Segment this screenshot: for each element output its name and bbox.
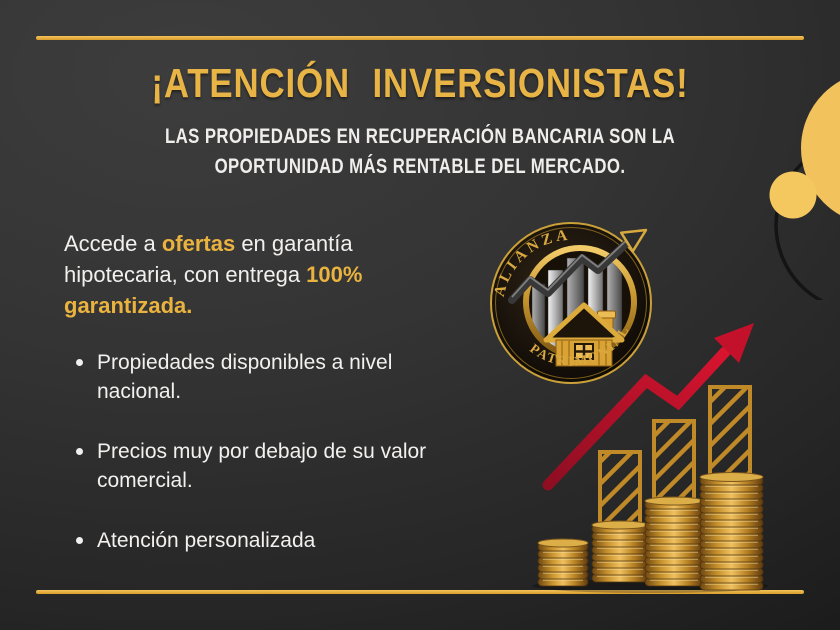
top-divider-line	[36, 36, 804, 40]
gold-highlight-garantizada: garantizada.	[64, 293, 193, 318]
red-growth-arrow-icon	[542, 323, 754, 491]
page-title: ¡ATENCIÓN INVERSIONISTAS!	[151, 60, 689, 106]
list-item: Precios muy por debajo de su valor comer…	[76, 437, 456, 495]
decor-ring-outline	[774, 140, 840, 300]
gold-highlight-ofertas: ofertas	[161, 231, 236, 256]
bullet-dot-icon	[76, 448, 83, 455]
page-subtitle: LAS PROPIEDADES EN RECUPERACIÓN BANCARIA…	[84, 122, 756, 182]
alianza-patrimonial-logo: ALIANZA PATRIMONIAL	[490, 222, 652, 384]
list-item-text: Precios muy por debajo de su valor comer…	[97, 440, 427, 492]
list-item-text: Propiedades disponibles a nivel nacional…	[97, 351, 393, 403]
intro-text: en garantía hipotecaria, con entrega	[64, 231, 353, 287]
coin-stack	[699, 472, 764, 591]
bullet-dot-icon	[76, 359, 83, 366]
gold-highlight-100: 100%	[306, 262, 363, 287]
coin-stack	[644, 496, 704, 587]
growth-arrow-icon	[508, 228, 648, 304]
corner-decoration	[769, 81, 840, 300]
coin-stack	[591, 520, 649, 583]
bullet-dot-icon	[76, 537, 83, 544]
growth-chart-graphic	[532, 323, 768, 593]
house-icon	[543, 302, 625, 367]
subtitle-line-2: OPORTUNIDAD MÁS RENTABLE DEL MERCADO.	[214, 155, 626, 178]
subtitle-line-1: LAS PROPIEDADES EN RECUPERACIÓN BANCARIA…	[164, 125, 676, 148]
list-item: Atención personalizada	[76, 526, 456, 555]
gold-dot-icon	[769, 171, 817, 219]
list-item: Propiedades disponibles a nivel nacional…	[76, 348, 456, 406]
coin-stack	[537, 538, 589, 587]
list-item-text: Atención personalizada	[97, 529, 316, 552]
intro-text: Accede a	[64, 231, 162, 256]
benefits-list: Propiedades disponibles a nivel nacional…	[76, 348, 456, 555]
bottom-divider-line	[36, 590, 804, 594]
gold-donut-icon	[801, 81, 840, 215]
logo-inner-rim	[495, 227, 647, 379]
intro-paragraph: Accede a ofertas en garantía hipotecaria…	[64, 228, 424, 321]
